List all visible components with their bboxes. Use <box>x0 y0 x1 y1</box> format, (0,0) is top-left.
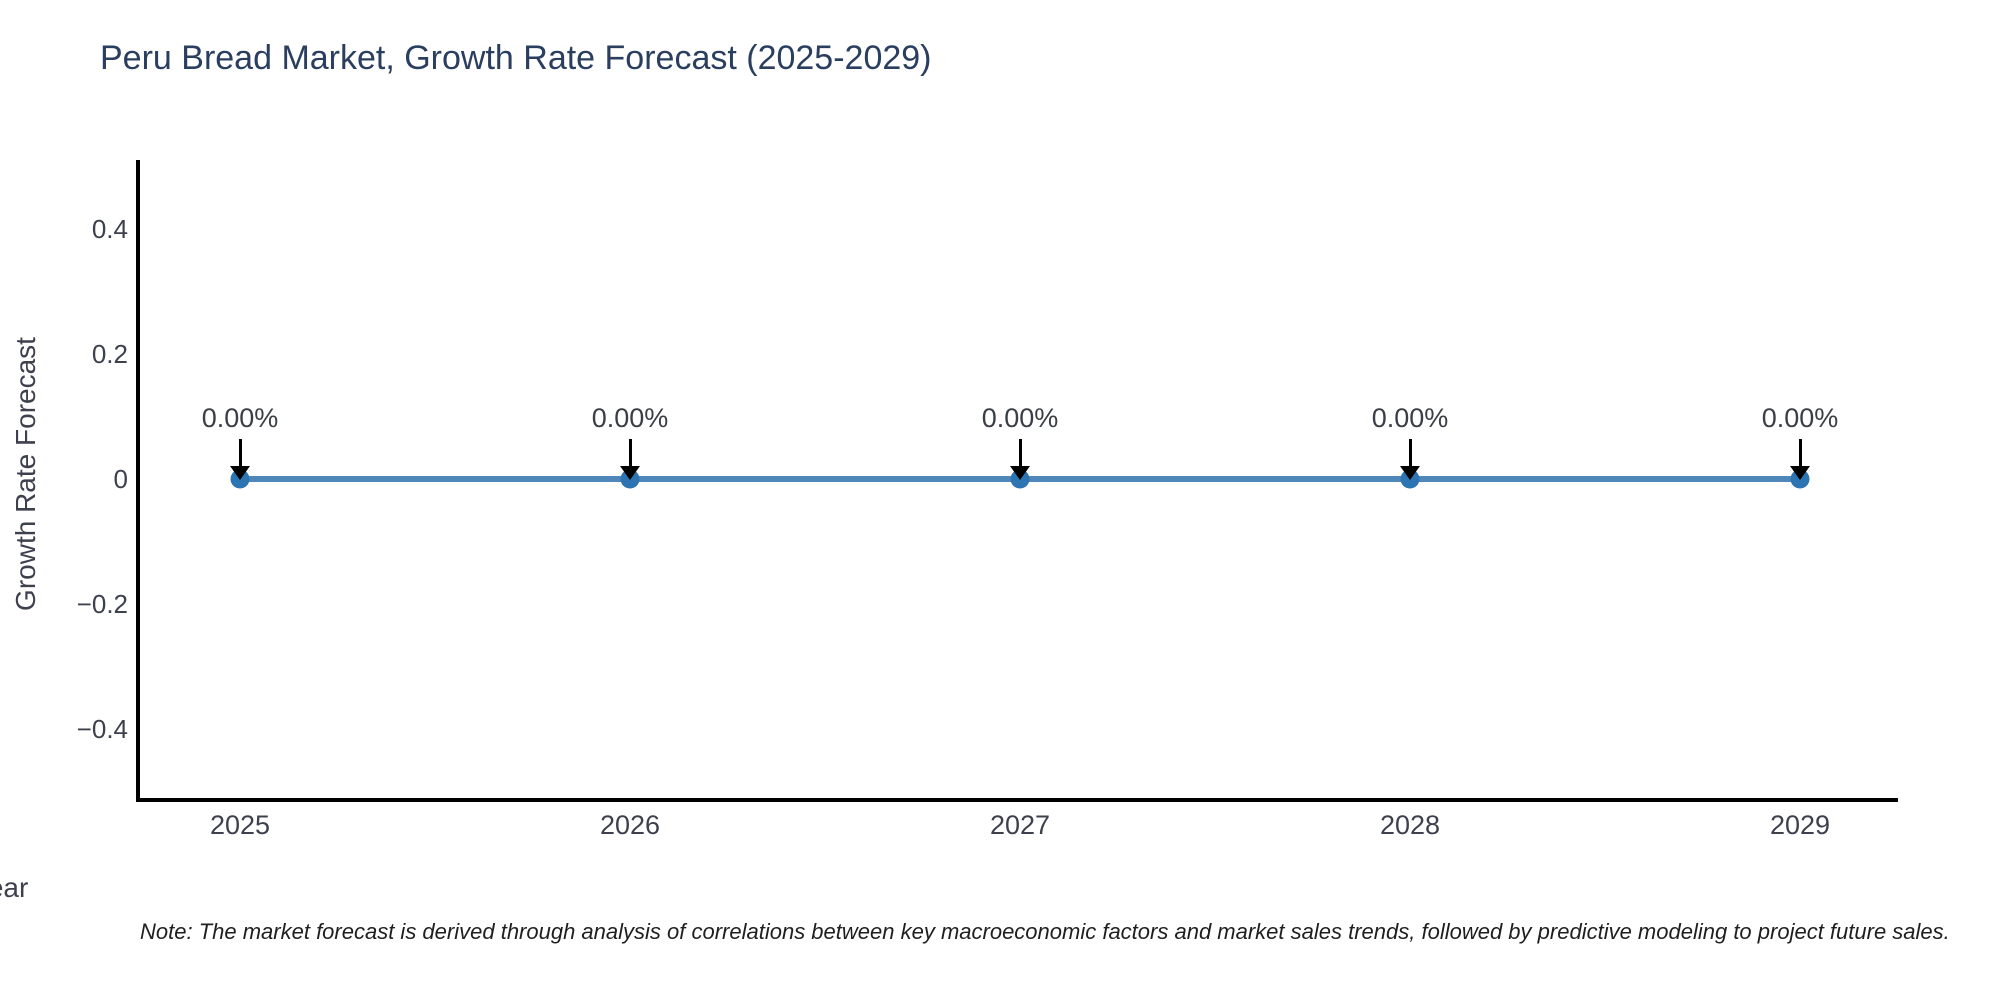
y-tick-label: 0.2 <box>91 339 128 369</box>
annotation-arrow-head <box>1400 466 1420 480</box>
annotation-arrow-shaft <box>628 439 632 466</box>
y-tick-label: −0.4 <box>76 714 128 744</box>
chart-title: Peru Bread Market, Growth Rate Forecast … <box>100 39 932 77</box>
x-tick-label: 2025 <box>209 810 271 840</box>
annotation-arrow-head <box>230 466 250 480</box>
x-tick-label: 2027 <box>989 810 1051 840</box>
annotation-arrow-head <box>620 466 640 480</box>
annotation-label: 0.00% <box>1761 403 1839 433</box>
annotation-label: 0.00% <box>591 403 669 433</box>
y-tick-label: −0.2 <box>76 589 128 619</box>
annotation-arrow-shaft <box>1798 439 1802 466</box>
annotation-arrow-shaft <box>238 439 242 466</box>
annotation-label: 0.00% <box>1371 403 1449 433</box>
annotation-arrow-head <box>1790 466 1810 480</box>
y-axis-line <box>136 160 140 802</box>
y-tick-label: 0.4 <box>91 214 128 244</box>
x-tick-label: 2029 <box>1769 810 1831 840</box>
annotation-arrow-head <box>1010 466 1030 480</box>
annotation-arrow-shaft <box>1408 439 1412 466</box>
annotation-label: 0.00% <box>201 403 279 433</box>
footnote: Note: The market forecast is derived thr… <box>140 919 1950 944</box>
x-tick-label: 2026 <box>599 810 661 840</box>
y-tick-label: 0 <box>113 464 128 494</box>
annotation-label: 0.00% <box>981 403 1059 433</box>
x-tick-label: 2028 <box>1379 810 1441 840</box>
x-axis-line <box>136 798 1898 802</box>
annotation-arrow-shaft <box>1018 439 1022 466</box>
x-axis-title: Year <box>0 872 29 903</box>
